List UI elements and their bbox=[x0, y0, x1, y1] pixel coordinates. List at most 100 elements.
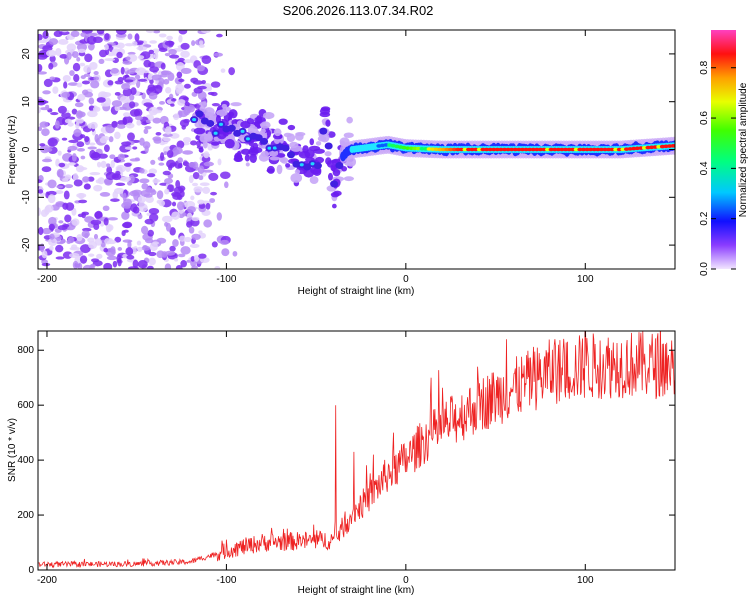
spectrogram-noise-point bbox=[172, 146, 183, 155]
spectrogram-noise-point bbox=[94, 211, 103, 219]
spectrogram-noise-point bbox=[137, 195, 146, 203]
spectrogram-noise-point bbox=[196, 64, 205, 72]
spectrogram-noise-point bbox=[115, 182, 126, 187]
spectrogram-noise-point bbox=[41, 262, 51, 267]
spectrogram-noise-point bbox=[191, 265, 198, 269]
spectrogram-noise-point bbox=[248, 147, 259, 156]
spectrogram-noise-point bbox=[124, 146, 133, 150]
spectrogram-noise-point bbox=[160, 152, 165, 161]
ridge-blob bbox=[281, 144, 290, 152]
spectrogram-noise-point bbox=[158, 47, 168, 52]
ridge-blob bbox=[254, 134, 263, 142]
ridge-core-point bbox=[555, 147, 561, 152]
spectrogram-noise-point bbox=[152, 109, 163, 114]
spectrogram-noise-point bbox=[249, 153, 257, 164]
ridge-core-point bbox=[613, 147, 619, 152]
spectrogram-noise-point bbox=[164, 263, 172, 269]
spectrogram-noise-point bbox=[136, 119, 142, 126]
spectrogram-noise-point bbox=[216, 109, 228, 117]
ridge-core-point bbox=[562, 147, 569, 152]
spectrogram-y-ticks: -20 -10 0 10 20 bbox=[21, 48, 675, 252]
spectrogram-noise-point bbox=[121, 211, 130, 220]
ridge-core-point bbox=[448, 147, 454, 152]
spectrogram-noise-point bbox=[113, 187, 125, 194]
spectrogram-noise-point bbox=[198, 40, 204, 45]
spectrogram-noise-point bbox=[75, 110, 83, 119]
spectrogram-noise-point bbox=[125, 247, 134, 256]
spectrogram-noise-point bbox=[89, 172, 101, 176]
ridge-core-point bbox=[451, 147, 457, 152]
spectrogram-noise-point bbox=[129, 158, 141, 162]
snr-x-ticks: -200 -100 0 100 bbox=[37, 331, 594, 586]
spectrogram-noise-point bbox=[211, 103, 220, 107]
spectrogram-noise-point bbox=[332, 203, 337, 209]
ridge-core-point bbox=[491, 147, 497, 152]
ridge-core-point bbox=[527, 147, 533, 152]
spectrogram-noise-point bbox=[163, 137, 171, 142]
spectrogram-noise-point bbox=[199, 182, 210, 187]
spectrogram-noise-point bbox=[333, 190, 342, 197]
ridge-core-point bbox=[516, 147, 522, 152]
spectrogram-noise-point bbox=[87, 32, 98, 37]
snr-y-tick-label: 0 bbox=[28, 565, 34, 576]
spectrogram-noise-point bbox=[79, 255, 88, 264]
spectrogram-noise-point bbox=[61, 91, 71, 98]
spectrogram-noise-point bbox=[180, 42, 190, 50]
snr-y-tick-label: 200 bbox=[17, 510, 34, 521]
spectrogram-noise-point bbox=[83, 183, 91, 190]
spectrogram-noise-point bbox=[89, 149, 96, 159]
spectrogram-noise-point bbox=[47, 179, 57, 189]
spectrogram-noise-point bbox=[59, 54, 68, 59]
ridge-core-point bbox=[541, 147, 547, 152]
spectrogram-noise-point bbox=[138, 78, 148, 82]
spectrogram-noise-point bbox=[327, 172, 333, 181]
spectrogram-noise-point bbox=[54, 120, 60, 129]
spectrogram-noise-point bbox=[93, 233, 99, 240]
ridge-blob bbox=[245, 137, 250, 141]
spectrogram-noise-point bbox=[71, 108, 78, 115]
spectrogram-noise-point bbox=[114, 91, 121, 96]
spectrogram-noise-point bbox=[202, 186, 211, 194]
spectrogram-noise-point bbox=[72, 51, 79, 59]
spectrogram-noise-point bbox=[46, 190, 57, 196]
spectrogram-noise-point bbox=[144, 125, 152, 130]
snr-y-tick-label: 600 bbox=[17, 400, 34, 411]
spectrogram-noise-point bbox=[273, 128, 282, 137]
spectrogram-noise-point bbox=[154, 85, 163, 94]
spectrogram-noise-point bbox=[38, 106, 42, 114]
spectrogram-noise-point bbox=[57, 150, 62, 156]
ridge-core-point bbox=[552, 147, 558, 152]
spectrogram-noise-point bbox=[213, 52, 223, 57]
spectrogram-noise-point bbox=[131, 189, 143, 196]
ridge-blob bbox=[299, 163, 304, 167]
ridge-core-point bbox=[523, 147, 529, 152]
spectrogram-noise-point bbox=[161, 215, 173, 223]
spectrogram-noise-point bbox=[346, 116, 353, 124]
ridge-core-point bbox=[505, 147, 511, 152]
ridge-blob bbox=[310, 162, 315, 166]
spectrogram-noise-point bbox=[158, 33, 167, 38]
spectrogram-noise-point bbox=[38, 126, 43, 132]
spectrogram-noise-point bbox=[220, 68, 226, 73]
spectrogram-noise-point bbox=[324, 151, 332, 157]
spectrogram-noise-point bbox=[129, 101, 136, 109]
spectrogram-noise-point bbox=[42, 227, 52, 235]
spectrogram-noise-point bbox=[192, 80, 204, 85]
ridge-blob bbox=[330, 180, 339, 188]
ridge-blob bbox=[195, 110, 204, 118]
colorbar-tick-label: 0.0 bbox=[699, 262, 710, 276]
spectrogram-noise-point bbox=[38, 179, 43, 184]
spectrogram-noise-point bbox=[61, 30, 68, 33]
snr-x-tick-label: 0 bbox=[403, 575, 409, 586]
spectrogram-y-tick-label: 0 bbox=[21, 146, 32, 152]
ridge-core-point bbox=[570, 147, 576, 152]
spectrogram-noise-point bbox=[105, 171, 117, 181]
ridge-blob bbox=[287, 151, 296, 159]
spectrogram-noise-point bbox=[99, 192, 111, 197]
spectrogram-noise-point bbox=[137, 246, 143, 252]
spectrogram-noise-point bbox=[153, 30, 161, 34]
spectrogram-noise-point bbox=[245, 162, 250, 167]
spectrogram-noise-point bbox=[70, 30, 80, 38]
spectrogram-noise-point bbox=[110, 67, 119, 74]
spectrogram-noise-point bbox=[260, 121, 271, 129]
